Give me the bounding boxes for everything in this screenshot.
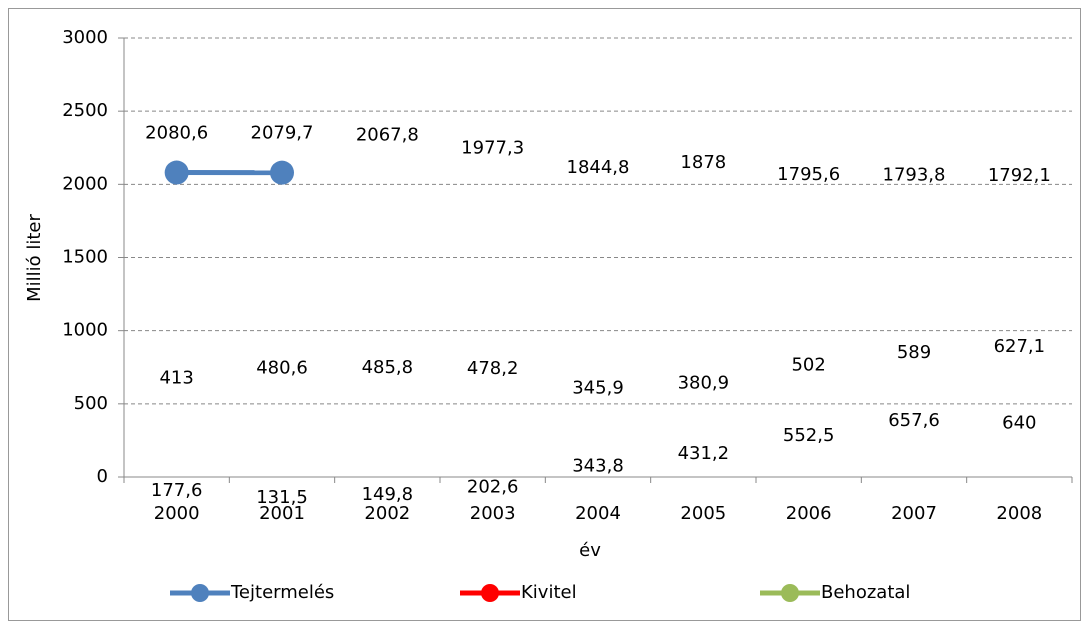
data-label: 413 — [159, 368, 193, 389]
y-tick-label: 0 — [97, 466, 108, 487]
x-axis-title: év — [579, 540, 601, 561]
data-label: 149,8 — [362, 484, 414, 505]
data-label: 202,6 — [467, 476, 519, 497]
data-label: 552,5 — [783, 425, 835, 446]
data-point — [165, 161, 189, 185]
data-label: 480,6 — [256, 358, 308, 379]
data-label: 478,2 — [467, 358, 519, 379]
legend-label: Kivitel — [521, 582, 577, 603]
data-point — [270, 161, 294, 185]
data-label: 380,9 — [678, 372, 730, 393]
x-tick-label: 2000 — [154, 503, 200, 524]
x-tick-label: 2007 — [891, 503, 937, 524]
legend-label: Behozatal — [821, 582, 910, 603]
x-tick-label: 2006 — [786, 503, 832, 524]
data-label: 502 — [791, 355, 825, 376]
y-axis-title: Millió liter — [24, 214, 45, 302]
data-label: 640 — [1002, 412, 1036, 433]
data-label: 1793,8 — [883, 165, 946, 186]
data-label: 627,1 — [994, 336, 1046, 357]
data-label: 131,5 — [256, 487, 308, 508]
data-label: 345,9 — [572, 377, 624, 398]
data-label: 431,2 — [678, 443, 730, 464]
y-tick-label: 500 — [74, 393, 108, 414]
legend-marker — [481, 584, 499, 602]
data-label: 1792,1 — [988, 165, 1051, 186]
y-tick-label: 3000 — [62, 27, 108, 48]
data-label: 1844,8 — [567, 157, 630, 178]
chart-border — [9, 9, 1081, 621]
y-tick-label: 1000 — [62, 320, 108, 341]
data-label: 177,6 — [151, 480, 203, 501]
y-tick-label: 1500 — [62, 247, 108, 268]
x-tick-label: 2004 — [575, 503, 621, 524]
x-tick-label: 2008 — [996, 503, 1042, 524]
data-label: 2067,8 — [356, 124, 419, 145]
data-label: 1977,3 — [461, 138, 524, 159]
data-label: 1878 — [680, 152, 726, 173]
data-label: 485,8 — [362, 357, 414, 378]
data-label: 589 — [897, 342, 931, 363]
data-label: 1795,6 — [777, 164, 840, 185]
x-tick-label: 2002 — [364, 503, 410, 524]
legend-label: Tejtermelés — [230, 582, 334, 603]
legend-marker — [191, 584, 209, 602]
y-tick-label: 2000 — [62, 173, 108, 194]
data-label: 343,8 — [572, 456, 624, 477]
x-tick-label: 2003 — [470, 503, 516, 524]
legend-marker — [781, 584, 799, 602]
y-tick-label: 2500 — [62, 100, 108, 121]
data-label: 2080,6 — [145, 123, 208, 144]
data-label: 2079,7 — [251, 123, 314, 144]
data-label: 657,6 — [888, 410, 940, 431]
x-tick-label: 2005 — [680, 503, 726, 524]
